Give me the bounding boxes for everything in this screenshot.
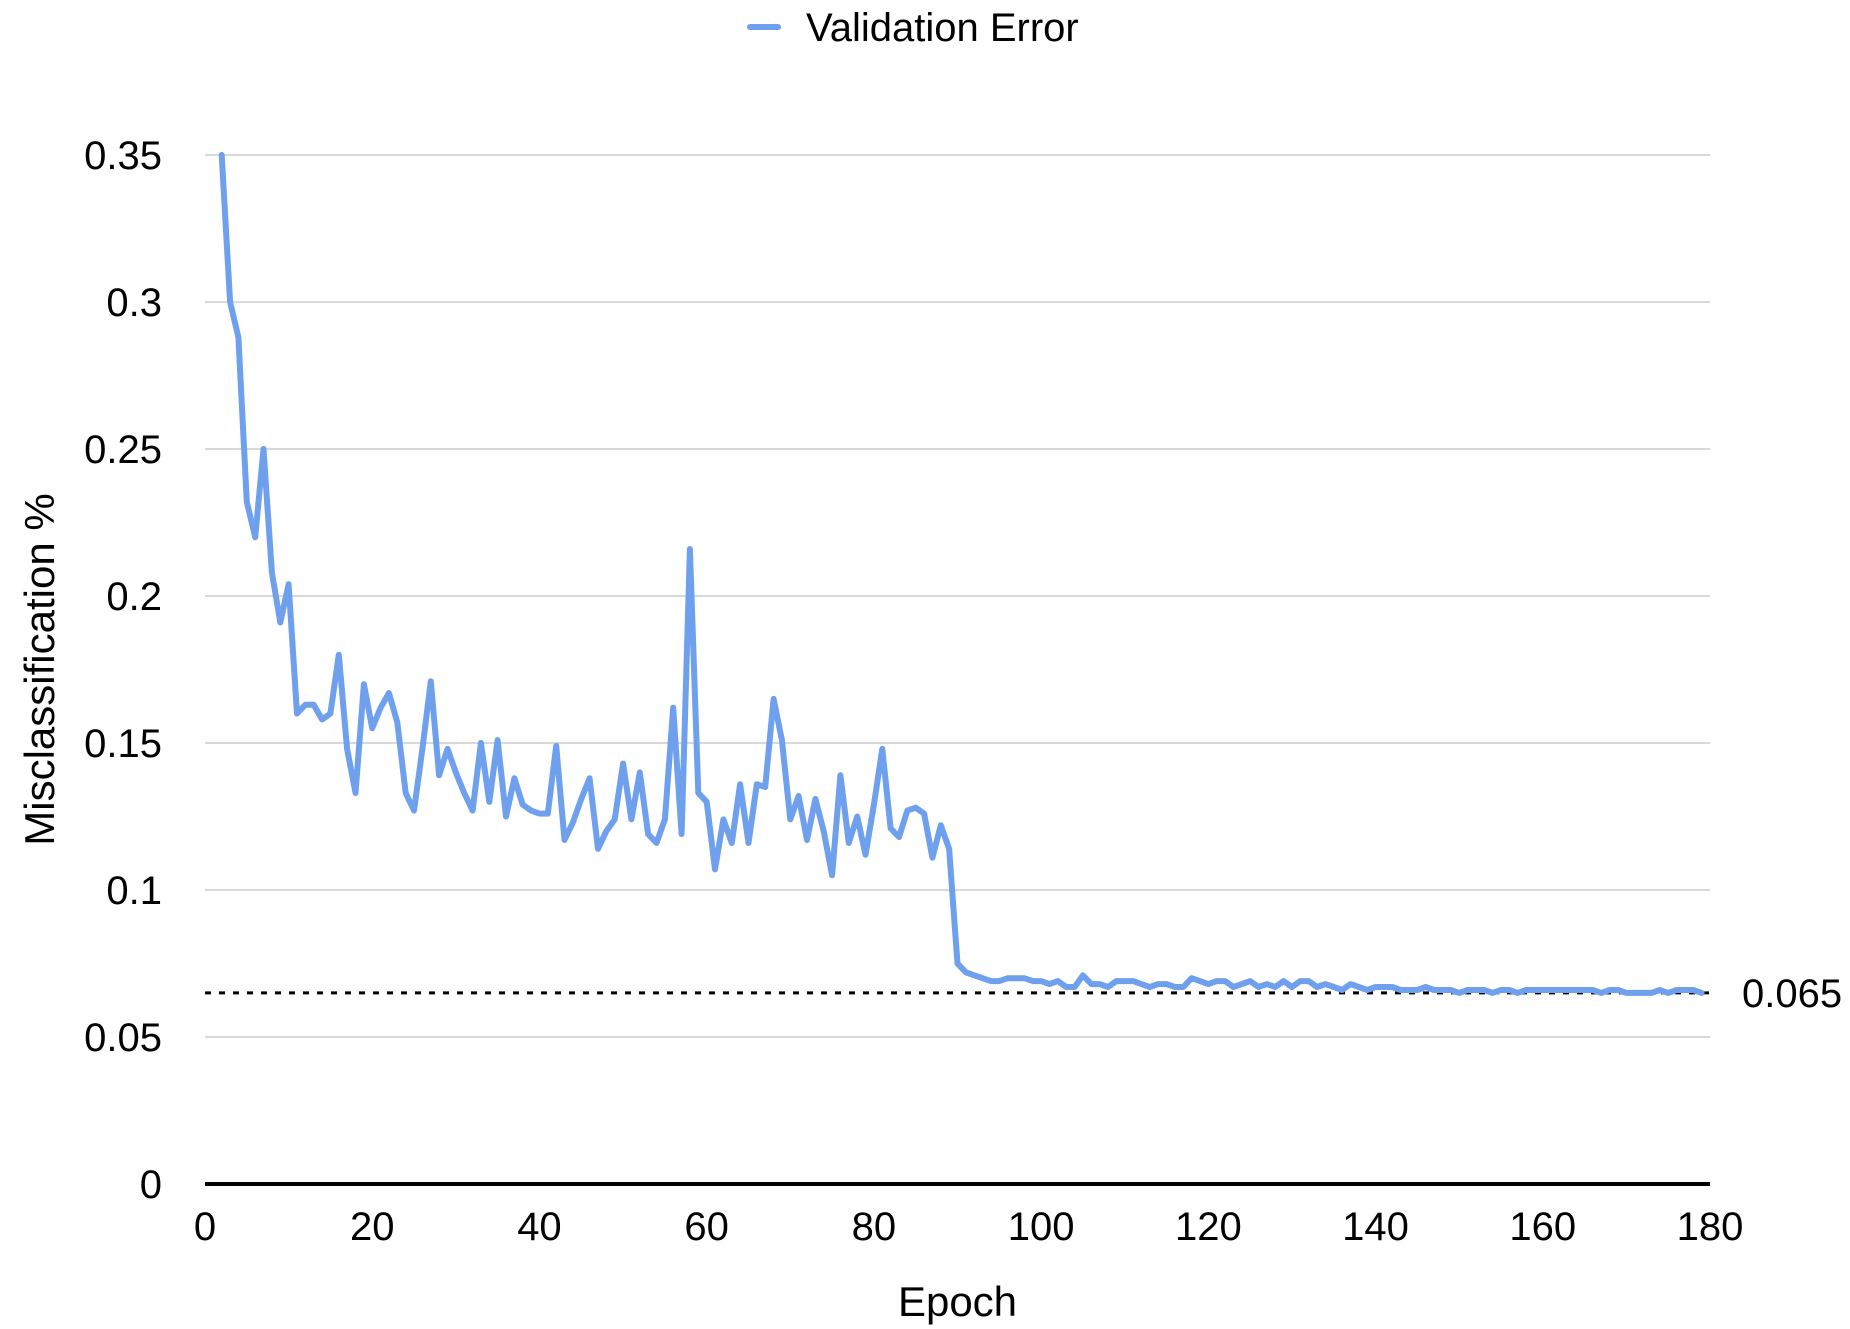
series-line-validation-error — [218, 152, 1705, 996]
y-tick-label: 0.35 — [84, 134, 162, 178]
y-tick-label: 0.3 — [106, 281, 162, 325]
x-axis-title: Epoch — [898, 1278, 1017, 1325]
x-tick-label: 20 — [350, 1205, 395, 1249]
y-tick-label: 0.1 — [106, 869, 162, 913]
y-tick-label: 0.05 — [84, 1016, 162, 1060]
x-tick-label: 0 — [194, 1205, 216, 1249]
reference-line-group: 0.065 — [205, 972, 1842, 1016]
y-tick-label: 0.15 — [84, 722, 162, 766]
y-tick-label: 0 — [140, 1163, 162, 1207]
legend: Validation Error — [747, 6, 1079, 50]
legend-label-validation-error: Validation Error — [806, 6, 1079, 50]
x-tick-label: 120 — [1175, 1205, 1242, 1249]
x-tick-labels: 0 20 40 60 80 100 120 140 160 180 — [194, 1205, 1744, 1249]
y-tick-label: 0.2 — [106, 575, 162, 619]
x-tick-label: 180 — [1677, 1205, 1744, 1249]
y-tick-label: 0.25 — [84, 428, 162, 472]
x-tick-label: 40 — [517, 1205, 562, 1249]
x-tick-label: 60 — [684, 1205, 729, 1249]
horizontal-gridlines — [205, 154, 1710, 1038]
y-axis-title: Misclassification % — [16, 493, 63, 845]
x-tick-label: 140 — [1342, 1205, 1409, 1249]
reference-line-label: 0.065 — [1742, 972, 1842, 1016]
x-tick-label: 80 — [852, 1205, 897, 1249]
x-tick-label: 160 — [1509, 1205, 1576, 1249]
x-tick-label: 100 — [1008, 1205, 1075, 1249]
y-tick-labels: 0 0.05 0.1 0.15 0.2 0.25 0.3 0.35 — [84, 134, 162, 1207]
